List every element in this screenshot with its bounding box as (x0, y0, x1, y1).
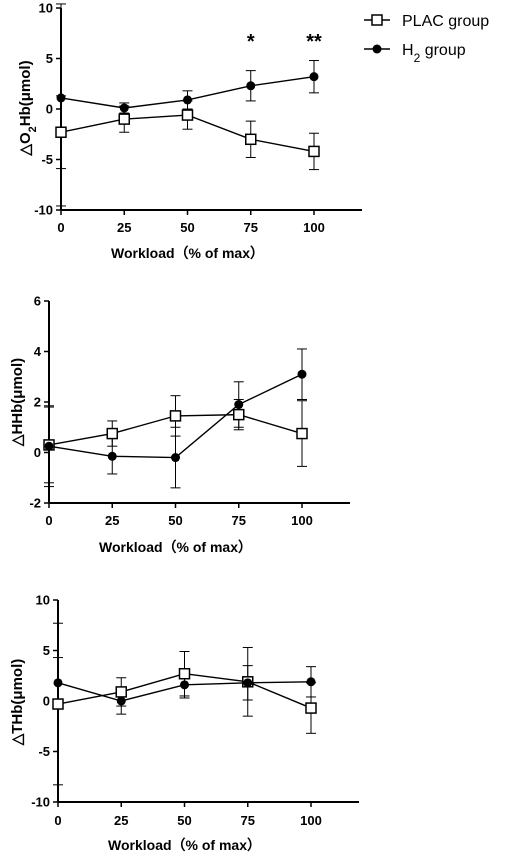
significance-mark: ** (306, 31, 322, 53)
x-tick-label: 25 (105, 513, 119, 528)
y-tick-label: 0 (43, 694, 50, 709)
y-tick-label: 6 (34, 294, 41, 309)
x-tick-label: 50 (168, 513, 182, 528)
y-tick-label: 10 (36, 593, 50, 608)
markers-h2 (56, 72, 319, 113)
x-tick-label: 75 (241, 813, 255, 828)
legend-item-2: H2 group (364, 42, 466, 65)
series-h2 (56, 3, 319, 207)
data-point-circle (180, 680, 189, 690)
data-point-circle (243, 678, 253, 688)
data-point-circle (309, 72, 319, 82)
markers-plac (55, 109, 320, 158)
y-tick-label: 10 (39, 1, 53, 16)
y-axis-title-part: △THb(μmol) (9, 659, 26, 747)
y-tick-label: 0 (46, 102, 53, 117)
legend-label-part: group (420, 42, 465, 59)
y-axis-title: △O2Hb(μmol) (17, 60, 39, 156)
y-axis-title-part: △O (17, 132, 34, 157)
x-tick-label: 0 (54, 813, 61, 828)
legend-label: H2 group (402, 42, 466, 65)
data-point-circle (171, 453, 180, 463)
data-point-square (308, 145, 320, 158)
data-point-circle (246, 81, 256, 91)
y-tick-label: -2 (29, 496, 41, 511)
data-point-square (178, 667, 191, 680)
legend-marker-circle (372, 44, 382, 54)
data-point-circle (44, 441, 54, 451)
legend-label-sub: 2 (414, 51, 421, 65)
panel-2: -2 0 2 4 6 0 25 50 75 100 Workload（% of max） △HHb(μ… (9, 294, 350, 555)
data-point-square (55, 126, 67, 138)
y-tick-label: 5 (43, 643, 50, 658)
significance-mark: * (247, 31, 255, 53)
y-tick-label: 5 (46, 51, 53, 66)
data-point-square (296, 427, 308, 440)
y-tick-label: 2 (34, 395, 41, 410)
data-point-square (52, 698, 64, 710)
data-point-square (115, 686, 127, 698)
data-point-circle (297, 369, 307, 379)
y-tick-label: -10 (34, 203, 53, 218)
data-point-square (106, 427, 118, 440)
data-point-circle (107, 451, 117, 461)
data-point-square (118, 113, 130, 125)
x-tick-label: 75 (232, 513, 246, 528)
y-tick-label: -5 (38, 744, 50, 759)
y-axis-title-part: Hb(μmol) (17, 60, 34, 126)
data-point-circle (116, 696, 126, 706)
x-tick-label: 25 (114, 813, 128, 828)
x-axis-title: Workload（% of max） (108, 837, 261, 853)
data-point-square (169, 410, 182, 422)
y-axis-title-part: △HHb(μmol) (9, 358, 26, 447)
data-point-square (245, 133, 257, 146)
markers-h2 (53, 677, 316, 706)
x-axis-title: Workload（% of max） (99, 539, 252, 555)
markers-h2 (44, 369, 307, 463)
x-axis-title: Workload（% of max） (111, 245, 264, 261)
y-axis-title: △HHb(μmol) (9, 358, 26, 447)
x-tick-label: 100 (291, 513, 313, 528)
y-tick-label: -10 (31, 795, 50, 810)
x-tick-label: 100 (303, 220, 325, 235)
y-tick-label: 4 (34, 344, 42, 359)
x-tick-label: 25 (117, 220, 131, 235)
data-point-circle (119, 103, 129, 113)
y-tick-label: 0 (34, 445, 41, 460)
legend-item-1: PLAC group (364, 13, 489, 30)
data-point-square (181, 109, 194, 121)
data-point-circle (234, 400, 244, 410)
x-tick-label: 0 (45, 513, 52, 528)
x-tick-label: 50 (177, 813, 191, 828)
x-tick-label: 100 (300, 813, 322, 828)
series-plac (53, 622, 316, 786)
y-tick-label: -5 (41, 152, 53, 167)
data-point-circle (53, 678, 63, 688)
legend: PLAC group H2 group (364, 13, 489, 65)
x-tick-label: 75 (244, 220, 258, 235)
legend-label-part: PLAC group (402, 13, 489, 30)
x-tick-label: 50 (180, 220, 194, 235)
legend-label: PLAC group (402, 13, 489, 30)
data-point-square (233, 408, 245, 421)
data-point-square (305, 702, 317, 714)
legend-marker-square (371, 14, 383, 26)
data-point-circle (56, 93, 66, 103)
data-point-circle (183, 95, 192, 105)
data-point-circle (306, 677, 316, 687)
y-axis-title-sub: 2 (27, 126, 39, 132)
y-axis-title: △THb(μmol) (9, 659, 26, 747)
x-tick-label: 0 (57, 220, 64, 235)
legend-label-part: H (402, 42, 414, 59)
